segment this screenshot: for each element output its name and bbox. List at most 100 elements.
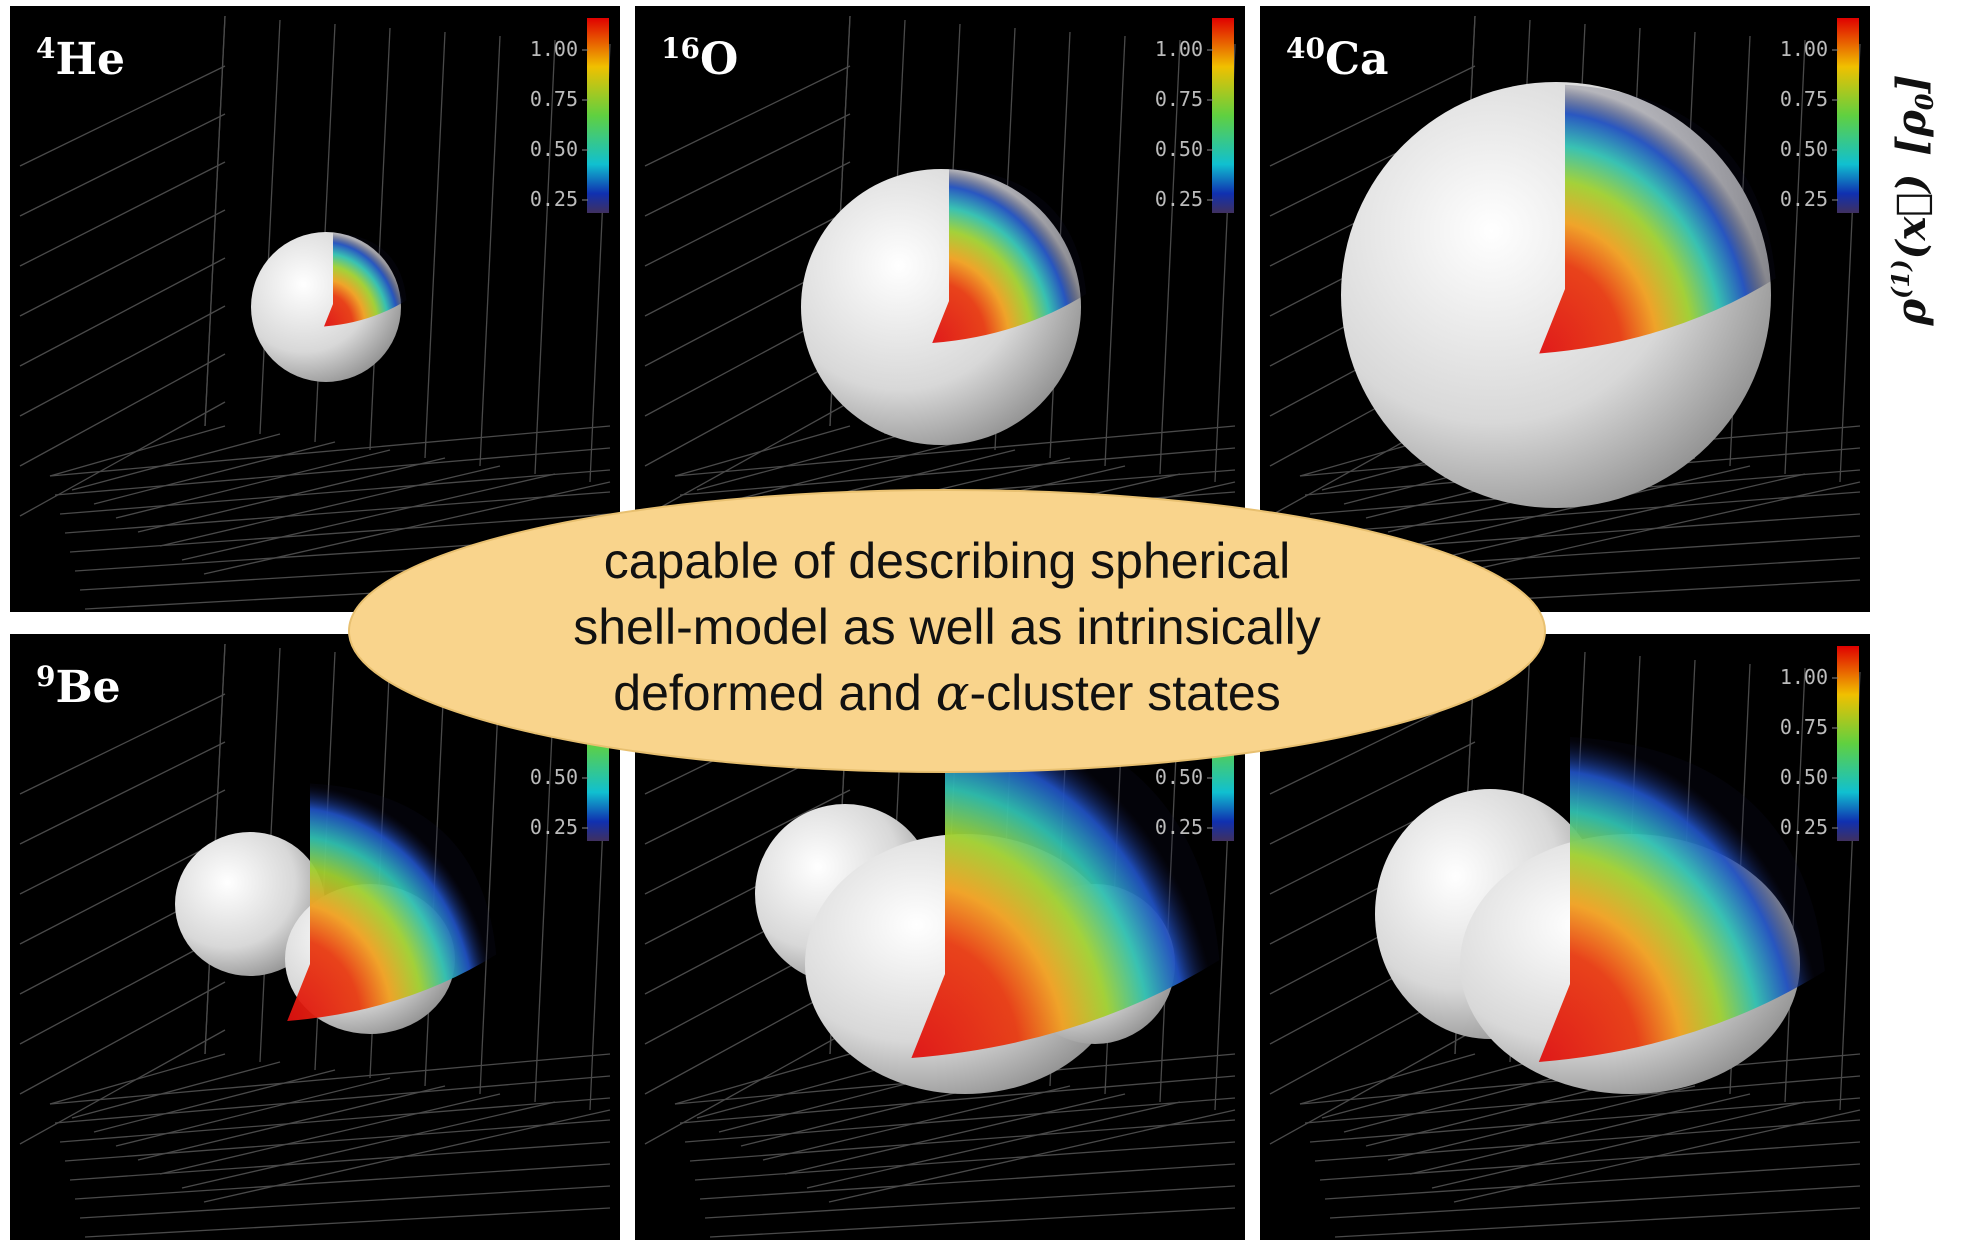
grid-line (709, 1207, 1236, 1238)
grid-line (19, 1029, 226, 1145)
grid-line (259, 19, 281, 435)
grid-line (74, 1163, 611, 1200)
colorbar (1837, 646, 1859, 841)
grid-line (1269, 1029, 1476, 1145)
grid-line (54, 1075, 611, 1124)
panel: 1.00 0.75 0.50 0.25 4He (10, 6, 620, 612)
colorbar-tick-label: 0.25 (530, 815, 578, 839)
grid-line (93, 1069, 336, 1133)
grid-line (1269, 65, 1476, 167)
grid-line (159, 1093, 501, 1175)
grid-line (644, 161, 851, 267)
grid-line (828, 1109, 1236, 1203)
panel: 1.00 0.75 0.50 0.25 (1260, 634, 1870, 1240)
isotope-label: 16O (661, 32, 738, 85)
grid-line (19, 113, 226, 217)
colorbar-tick-label: 0.50 (530, 765, 578, 789)
grid-line (644, 401, 851, 517)
grid-line (1324, 1163, 1861, 1200)
grid-line (59, 1097, 611, 1143)
grid-line (19, 305, 226, 417)
grid-line (1159, 39, 1181, 475)
grid-line (679, 447, 1236, 496)
grid-line (1104, 35, 1126, 467)
isotope-mass: 40 (1286, 32, 1325, 65)
density-cut (932, 168, 1087, 343)
colorbar-label-text: ρ(1)(x⃗) [ρ0] (1886, 75, 1939, 327)
colorbar-tick-label: 0.25 (530, 187, 578, 211)
grid-line (1314, 1119, 1861, 1162)
grid-line (64, 491, 611, 534)
colorbar-tick-label: 0.25 (1155, 187, 1203, 211)
grid-line (644, 1029, 851, 1145)
grid-line (644, 113, 851, 217)
isotope-label: 9Be (36, 660, 121, 713)
colorbar-tick-label: 1.00 (1780, 37, 1828, 61)
isotope-label: 4He (36, 32, 125, 85)
colorbar-tick-label: 1.00 (1155, 37, 1203, 61)
grid (19, 15, 611, 610)
grid-line (1309, 1097, 1861, 1143)
label-symbol: ρ (1888, 298, 1935, 326)
grid-line (684, 1097, 1236, 1143)
grid-line (1269, 741, 1476, 845)
callout-symbol: α (936, 664, 970, 722)
grid-line (806, 1101, 1181, 1189)
colorbar-tick-label: 0.25 (1780, 815, 1828, 839)
grid (1269, 643, 1861, 1238)
colorbar (1837, 18, 1859, 213)
colorbar-tick-label: 0.25 (1155, 815, 1203, 839)
label-arg: (x⃗) (1888, 174, 1935, 260)
colorbar-tick-label: 0.50 (1155, 137, 1203, 161)
grid-line (19, 789, 226, 895)
grid-line (19, 209, 226, 317)
colorbar-tick-label: 0.75 (1155, 87, 1203, 111)
colorbar-tick-label: 0.50 (1780, 137, 1828, 161)
grid-line (59, 469, 611, 515)
grid-line (181, 1101, 556, 1189)
grid-line (644, 789, 851, 895)
grid-line (1431, 1101, 1806, 1189)
grid-line (369, 27, 391, 451)
grid-line (137, 1085, 446, 1161)
nucleus-surface (175, 832, 325, 976)
grid-line (704, 1185, 1236, 1219)
density-cut (324, 232, 407, 327)
grid-line (204, 15, 226, 427)
grid-line (718, 441, 961, 505)
grid-line (1453, 1109, 1861, 1203)
colorbar-tick-label: 0.75 (1780, 715, 1828, 739)
grid-line (159, 465, 501, 547)
callout-text: deformed and (613, 665, 935, 721)
colorbar-tick-label: 0.50 (1155, 765, 1203, 789)
grid-line (679, 1075, 1236, 1124)
grid-line (784, 1093, 1126, 1175)
grid-line (71, 1061, 281, 1119)
grid-line (93, 441, 336, 505)
isotope-mass: 16 (661, 32, 700, 65)
grid-line (19, 981, 226, 1095)
grid-line (115, 1077, 391, 1147)
colorbar-label: ρ(1)(x⃗) [ρ0] (1886, 75, 1939, 327)
grid-line (19, 161, 226, 267)
colorbar-tick-label: 0.50 (1780, 765, 1828, 789)
colorbar-tick-label: 1.00 (1780, 665, 1828, 689)
grid-line (534, 39, 556, 475)
callout-line: shell-model as well as intrinsically (573, 599, 1321, 655)
grid-line (19, 65, 226, 167)
grid-line (84, 1207, 611, 1238)
grid-line (137, 457, 446, 533)
grid-line (203, 1109, 611, 1203)
grid-line (689, 1119, 1236, 1162)
grid-line (1409, 1093, 1751, 1175)
grid-line (19, 353, 226, 467)
colorbar (1212, 18, 1234, 213)
label-unit-sub: 0 (1910, 93, 1939, 110)
grid-line (49, 425, 611, 477)
grid-line (644, 209, 851, 317)
callout-text: -cluster states (969, 665, 1280, 721)
isotope-mass: 4 (36, 32, 55, 65)
grid-line (1343, 1069, 1586, 1133)
grid-line (1304, 1075, 1861, 1124)
